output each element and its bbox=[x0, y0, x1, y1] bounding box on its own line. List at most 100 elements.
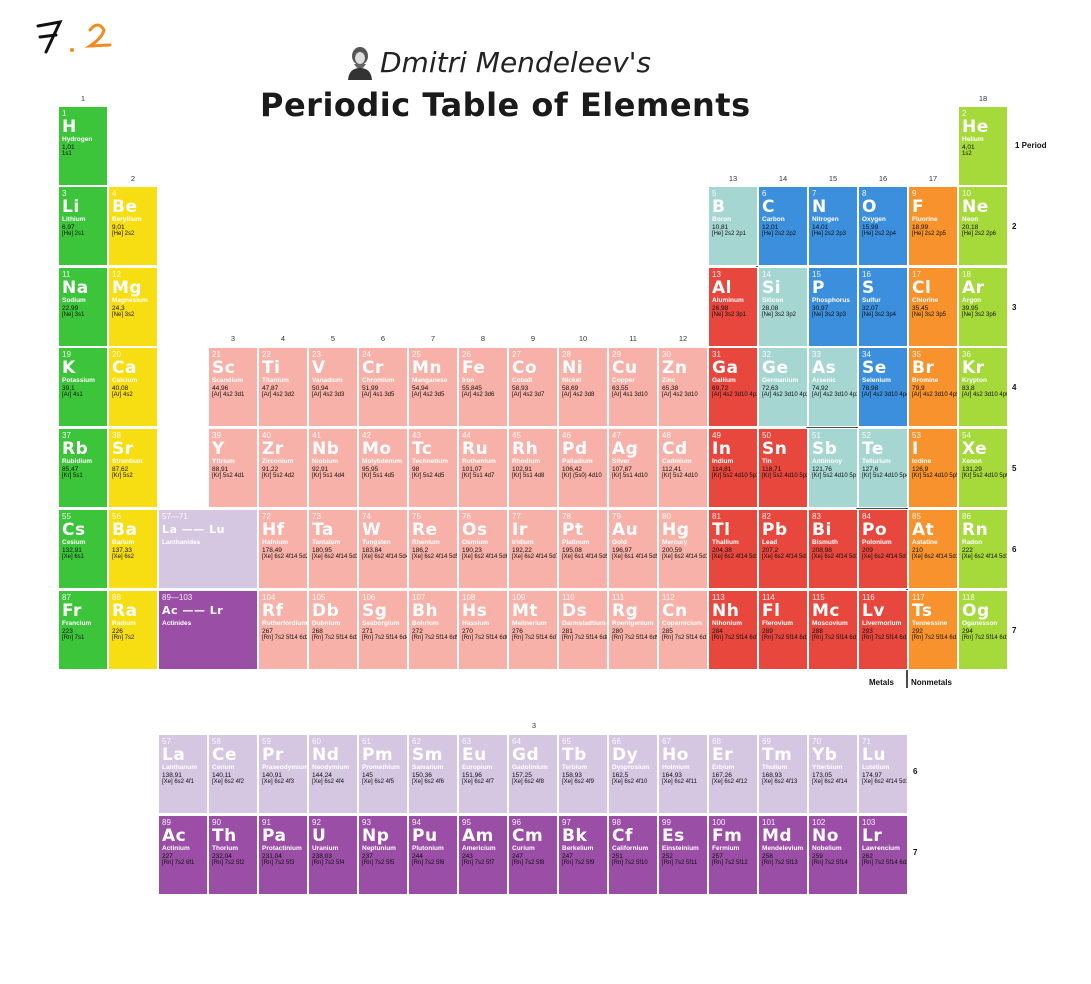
element-cell-mo[interactable]: 42 Mo Molybdenum 95,95 [Kr] 5s1 4d5 bbox=[358, 428, 408, 508]
element-cell-in[interactable]: 49 In Indium 114,81 [Kr] 5s2 4d10 5p1 bbox=[708, 428, 758, 508]
element-cell-ca[interactable]: 20 Ca Calcium 40,08 [Ar] 4s2 bbox=[108, 347, 158, 427]
element-cell-cr[interactable]: 24 Cr Chromium 51,99 [Ar] 4s1 3d5 bbox=[358, 347, 408, 427]
element-cell-ra[interactable]: 88 Ra Radium 226 [Rn] 7s2 bbox=[108, 590, 158, 670]
element-cell-rg[interactable]: 111 Rg Roentgenium 280 [Rn] 7s2 5f14 6d9 bbox=[608, 590, 658, 670]
element-cell-np[interactable]: 93 Np Neptunium 237 [Rn] 7s2 5f5 bbox=[358, 815, 408, 895]
element-cell-cs[interactable]: 55 Cs Cesium 132,91 [Xe] 6s1 bbox=[58, 509, 108, 589]
element-cell-bk[interactable]: 97 Bk Berkelium 247 [Rn] 7s2 5f9 bbox=[558, 815, 608, 895]
element-cell-ne[interactable]: 10 Ne Neon 20,18 [He] 2s2 2p6 bbox=[958, 186, 1008, 266]
element-cell-k[interactable]: 19 K Potassium 39,1 [Ar] 4s1 bbox=[58, 347, 108, 427]
element-cell-pd[interactable]: 46 Pd Palladium 106,42 [Kr] (5s0) 4d10 bbox=[558, 428, 608, 508]
fblock-placeholder-actinides[interactable]: 89—103 Ac —— Lr Actinides bbox=[158, 590, 258, 670]
element-cell-cu[interactable]: 29 Cu Copper 63,55 [Ar] 4s1 3d10 bbox=[608, 347, 658, 427]
element-cell-ni[interactable]: 28 Ni Nickel 58,69 [Ar] 4s2 3d8 bbox=[558, 347, 608, 427]
element-cell-be[interactable]: 4 Be Beryllium 9,01 [He] 2s2 bbox=[108, 186, 158, 266]
element-cell-sg[interactable]: 106 Sg Seaborgium 271 [Rn] 7s2 5f14 6d4 bbox=[358, 590, 408, 670]
element-cell-tm[interactable]: 69 Tm Thulium 168,93 [Xe] 6s2 4f13 bbox=[758, 734, 808, 814]
element-cell-li[interactable]: 3 Li Lithium 6,97 [He] 2s1 bbox=[58, 186, 108, 266]
element-cell-au[interactable]: 79 Au Gold 196,97 [Xe] 6s1 4f14 5d9 bbox=[608, 509, 658, 589]
element-cell-si[interactable]: 14 Si Silicon 28,08 [Ne] 3s2 3p2 bbox=[758, 267, 808, 347]
element-cell-sr[interactable]: 38 Sr Strontium 87,62 [Kr] 5s2 bbox=[108, 428, 158, 508]
element-cell-ds[interactable]: 110 Ds Darmstadtium 281 [Rn] 7s2 5f14 6d8 bbox=[558, 590, 608, 670]
element-cell-nd[interactable]: 60 Nd Neodymium 144,24 [Xe] 6s2 4f4 bbox=[308, 734, 358, 814]
element-cell-ag[interactable]: 47 Ag Silver 107,87 [Kr] 5s1 4d10 bbox=[608, 428, 658, 508]
element-cell-al[interactable]: 13 Al Aluminum 26,98 [Ne] 3s2 3p1 bbox=[708, 267, 758, 347]
element-cell-as[interactable]: 33 As Arsenic 74,92 [Ar] 4s2 3d10 4p3 bbox=[808, 347, 858, 427]
element-cell-db[interactable]: 105 Db Dubnium 268 [Rn] 7s2 5f14 6d3 bbox=[308, 590, 358, 670]
element-cell-os[interactable]: 76 Os Osmium 190,23 [Xe] 6s2 4f14 5d6 bbox=[458, 509, 508, 589]
element-cell-la[interactable]: 57 La Lanthanum 138,91 [Xe] 6s2 4f1 bbox=[158, 734, 208, 814]
element-cell-ti[interactable]: 22 Ti Titanium 47,87 [Ar] 4s2 3d2 bbox=[258, 347, 308, 427]
element-cell-yb[interactable]: 70 Yb Ytterbium 173,05 [Xe] 6s2 4f14 bbox=[808, 734, 858, 814]
element-cell-cd[interactable]: 48 Cd Cadmium 112,41 [Kr] 5s2 4d10 bbox=[658, 428, 708, 508]
element-cell-ga[interactable]: 31 Ga Gallium 69,72 [Ar] 4s2 3d10 4p1 bbox=[708, 347, 758, 427]
element-cell-u[interactable]: 92 U Uranium 238,03 [Rn] 7s2 5f4 bbox=[308, 815, 358, 895]
element-cell-ho[interactable]: 67 Ho Holmium 164,93 [Xe] 6s2 4f11 bbox=[658, 734, 708, 814]
element-cell-er[interactable]: 68 Er Erbium 167,26 [Xe] 6s2 4f12 bbox=[708, 734, 758, 814]
element-cell-gd[interactable]: 64 Gd Gadolinium 157,25 [Xe] 6s2 4f8 bbox=[508, 734, 558, 814]
element-cell-lr[interactable]: 103 Lr Lawrencium 262 [Rn] 7s2 5f14 6d1 bbox=[858, 815, 908, 895]
element-cell-hg[interactable]: 80 Hg Mercury 200,59 [Xe] 6s2 4f14 5d10 bbox=[658, 509, 708, 589]
element-cell-b[interactable]: 5 B Boron 10,81 [He] 2s2 2p1 bbox=[708, 186, 758, 266]
element-cell-p[interactable]: 15 P Phosphorus 30,97 [Ne] 3s2 3p3 bbox=[808, 267, 858, 347]
element-cell-re[interactable]: 75 Re Rhenium 186,2 [Xe] 6s2 4f14 5d5 bbox=[408, 509, 458, 589]
element-cell-n[interactable]: 7 N Nitrogen 14,01 [He] 2s2 2p3 bbox=[808, 186, 858, 266]
element-cell-cf[interactable]: 98 Cf Californium 251 [Rn] 7s2 5f10 bbox=[608, 815, 658, 895]
element-cell-kr[interactable]: 36 Kr Krypton 83,8 [Ar] 4s2 3d10 4p6 bbox=[958, 347, 1008, 427]
element-cell-sc[interactable]: 21 Sc Scandium 44,96 [Ar] 4s2 3d1 bbox=[208, 347, 258, 427]
element-cell-fr[interactable]: 87 Fr Francium 223 [Rn] 7s1 bbox=[58, 590, 108, 670]
element-cell-es[interactable]: 99 Es Einsteinium 252 [Rn] 7s2 5f11 bbox=[658, 815, 708, 895]
element-cell-sn[interactable]: 50 Sn Tin 118,71 [Kr] 5s2 4d10 5p2 bbox=[758, 428, 808, 508]
element-cell-ba[interactable]: 56 Ba Barium 137,33 [Xe] 6s2 bbox=[108, 509, 158, 589]
element-cell-br[interactable]: 35 Br Bromine 79,9 [Ar] 4s2 3d10 4p5 bbox=[908, 347, 958, 427]
element-cell-h[interactable]: 1 H Hydrogen 1,01 1s1 bbox=[58, 106, 108, 186]
element-cell-cl[interactable]: 17 Cl Chlorine 35,45 [Ne] 3s2 3p5 bbox=[908, 267, 958, 347]
element-cell-cm[interactable]: 96 Cm Curium 247 [Rn] 7s2 5f8 bbox=[508, 815, 558, 895]
element-cell-pr[interactable]: 59 Pr Praseodymium 140,91 [Xe] 6s2 4f3 bbox=[258, 734, 308, 814]
element-cell-ac[interactable]: 89 Ac Actinium 227 [Rn] 7s2 6f1 bbox=[158, 815, 208, 895]
element-cell-zn[interactable]: 30 Zn Zinc 65,38 [Ar] 4s2 3d10 bbox=[658, 347, 708, 427]
element-cell-rb[interactable]: 37 Rb Rubidium 85,47 [Kr] 5s1 bbox=[58, 428, 108, 508]
element-cell-ce[interactable]: 58 Ce Cerium 140,11 [Xe] 6s2 4f2 bbox=[208, 734, 258, 814]
element-cell-y[interactable]: 39 Y Yttrium 88,91 [Kr] 5s2 4d1 bbox=[208, 428, 258, 508]
element-cell-fm[interactable]: 100 Fm Fermium 257 [Rn] 7s2 5f12 bbox=[708, 815, 758, 895]
element-cell-th[interactable]: 90 Th Thorium 232,04 [Rn] 7s2 5f2 bbox=[208, 815, 258, 895]
element-cell-pu[interactable]: 94 Pu Plutonium 244 [Rn] 7s2 5f6 bbox=[408, 815, 458, 895]
element-cell-nb[interactable]: 41 Nb Niobium 92,91 [Kr] 5s1 4d4 bbox=[308, 428, 358, 508]
element-cell-pm[interactable]: 61 Pm Promethium 145 [Xe] 6s2 4f5 bbox=[358, 734, 408, 814]
element-cell-ir[interactable]: 77 Ir Iridium 192,22 [Xe] 6s2 4f14 5d7 bbox=[508, 509, 558, 589]
element-cell-zr[interactable]: 40 Zr Zirconium 91,22 [Kr] 5s2 4d2 bbox=[258, 428, 308, 508]
element-cell-bh[interactable]: 107 Bh Bohrium 272 [Rn] 7s2 5f14 6d5 bbox=[408, 590, 458, 670]
element-cell-hs[interactable]: 108 Hs Hassium 270 [Rn] 7s2 5f14 6d6 bbox=[458, 590, 508, 670]
element-cell-f[interactable]: 9 F Fluorine 18,99 [He] 2s2 2p5 bbox=[908, 186, 958, 266]
element-cell-cn[interactable]: 112 Cn Copernicium 285 [Rn] 7s2 5f14 6d10 bbox=[658, 590, 708, 670]
element-cell-mt[interactable]: 109 Mt Meitnerium 276 [Rn] 7s2 5f14 6d7 bbox=[508, 590, 558, 670]
element-cell-no[interactable]: 102 No Nobelium 259 [Rn] 7s2 5f14 bbox=[808, 815, 858, 895]
element-cell-sb[interactable]: 51 Sb Antimony 121,76 [Kr] 5s2 4d10 5p bbox=[808, 428, 858, 508]
element-cell-co[interactable]: 27 Co Cobalt 58,93 [Ar] 4s2 3d7 bbox=[508, 347, 558, 427]
element-cell-tb[interactable]: 65 Tb Terbium 158,93 [Xe] 6s2 4f9 bbox=[558, 734, 608, 814]
element-cell-ta[interactable]: 73 Ta Tantalum 180,95 [Xe] 6s2 4f14 5d3 bbox=[308, 509, 358, 589]
element-cell-na[interactable]: 11 Na Sodium 22,99 [Ne] 3s1 bbox=[58, 267, 108, 347]
element-cell-ge[interactable]: 32 Ge Germanium 72,63 [Ar] 4s2 3d10 4p2 bbox=[758, 347, 808, 427]
element-cell-fe[interactable]: 26 Fe Iron 55,845 [Ar] 4s2 3d6 bbox=[458, 347, 508, 427]
element-cell-rf[interactable]: 104 Rf Rutherfordium 267 [Rn] 7s2 5f14 6d2 bbox=[258, 590, 308, 670]
element-cell-dy[interactable]: 66 Dy Dysprosium 162,5 [Xe] 6s2 4f10 bbox=[608, 734, 658, 814]
element-cell-lu[interactable]: 71 Lu Lutetium 174,97 [Xe] 6s2 4f14 5d1 bbox=[858, 734, 908, 814]
element-cell-he[interactable]: 2 He Helium 4,01 1s2 bbox=[958, 106, 1008, 186]
element-cell-mg[interactable]: 12 Mg Magnesium 24,3 [Ne] 3s2 bbox=[108, 267, 158, 347]
element-cell-s[interactable]: 16 S Sulfur 32,07 [Ne] 3s2 3p4 bbox=[858, 267, 908, 347]
element-cell-am[interactable]: 95 Am Americium 243 [Rn] 7s2 5f7 bbox=[458, 815, 508, 895]
